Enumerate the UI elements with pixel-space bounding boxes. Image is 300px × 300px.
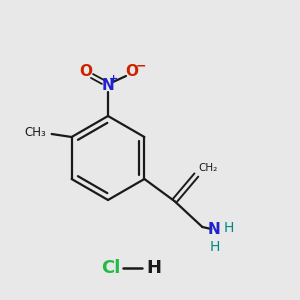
Text: H: H (146, 259, 161, 277)
Text: CH₃: CH₃ (24, 127, 46, 140)
Text: Cl: Cl (100, 259, 120, 277)
Text: N: N (102, 79, 114, 94)
Text: H: H (224, 221, 234, 235)
Text: O: O (80, 64, 92, 80)
Text: CH₂: CH₂ (198, 163, 218, 173)
Text: N: N (208, 221, 221, 236)
Text: H: H (209, 240, 220, 254)
Text: +: + (110, 74, 118, 84)
Text: O: O (125, 64, 139, 80)
Text: −: − (136, 59, 146, 73)
